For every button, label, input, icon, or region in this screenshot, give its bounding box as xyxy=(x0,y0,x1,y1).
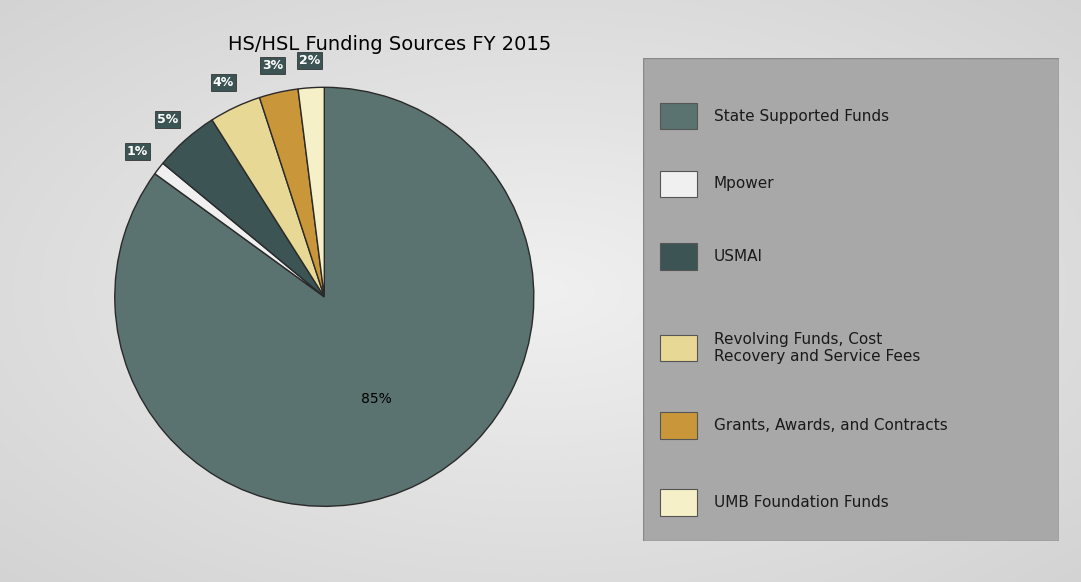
Ellipse shape xyxy=(162,87,919,495)
Bar xyxy=(659,243,697,269)
Ellipse shape xyxy=(216,116,865,466)
Ellipse shape xyxy=(365,197,717,386)
Text: Grants, Awards, and Contracts: Grants, Awards, and Contracts xyxy=(713,418,948,433)
Wedge shape xyxy=(212,98,324,297)
Ellipse shape xyxy=(351,189,730,393)
Ellipse shape xyxy=(513,276,568,306)
Ellipse shape xyxy=(270,146,811,436)
Text: 5%: 5% xyxy=(157,113,178,126)
Text: State Supported Funds: State Supported Funds xyxy=(713,109,889,123)
FancyBboxPatch shape xyxy=(643,58,1059,541)
Ellipse shape xyxy=(297,160,784,422)
Ellipse shape xyxy=(391,211,690,371)
Ellipse shape xyxy=(67,36,1014,546)
Text: 85%: 85% xyxy=(361,392,392,406)
Ellipse shape xyxy=(311,168,770,414)
Ellipse shape xyxy=(14,8,1068,574)
Ellipse shape xyxy=(148,80,933,502)
Text: Mpower: Mpower xyxy=(713,176,775,191)
Ellipse shape xyxy=(135,73,946,509)
Ellipse shape xyxy=(486,262,595,320)
Ellipse shape xyxy=(81,44,1000,538)
Bar xyxy=(659,171,697,197)
Ellipse shape xyxy=(256,139,825,443)
Bar xyxy=(659,489,697,516)
Ellipse shape xyxy=(175,94,906,488)
Ellipse shape xyxy=(378,204,703,378)
Ellipse shape xyxy=(27,15,1054,567)
Text: 1%: 1% xyxy=(126,146,148,158)
Text: 3%: 3% xyxy=(262,59,283,72)
Text: Revolving Funds, Cost
Recovery and Service Fees: Revolving Funds, Cost Recovery and Servi… xyxy=(713,332,920,364)
Bar xyxy=(659,412,697,439)
Ellipse shape xyxy=(405,218,676,364)
Ellipse shape xyxy=(432,233,649,349)
Ellipse shape xyxy=(528,284,555,298)
Ellipse shape xyxy=(459,247,622,335)
Bar xyxy=(659,103,697,129)
Ellipse shape xyxy=(108,58,973,524)
Ellipse shape xyxy=(203,109,878,473)
Text: 4%: 4% xyxy=(213,76,235,89)
Text: 2%: 2% xyxy=(298,54,320,67)
Ellipse shape xyxy=(446,240,636,342)
Ellipse shape xyxy=(499,269,582,313)
Wedge shape xyxy=(163,120,324,297)
Ellipse shape xyxy=(122,66,960,517)
Bar xyxy=(659,335,697,361)
Ellipse shape xyxy=(473,255,608,327)
Ellipse shape xyxy=(189,102,892,480)
Ellipse shape xyxy=(95,51,986,531)
Text: HS/HSL Funding Sources FY 2015: HS/HSL Funding Sources FY 2015 xyxy=(227,35,551,54)
Ellipse shape xyxy=(324,175,757,407)
Wedge shape xyxy=(155,164,324,297)
Ellipse shape xyxy=(337,182,744,400)
Ellipse shape xyxy=(419,225,662,356)
Text: USMAI: USMAI xyxy=(713,249,763,264)
Ellipse shape xyxy=(243,131,838,451)
Ellipse shape xyxy=(40,22,1041,560)
Ellipse shape xyxy=(283,152,798,430)
Wedge shape xyxy=(115,87,534,506)
Text: UMB Foundation Funds: UMB Foundation Funds xyxy=(713,495,889,510)
Wedge shape xyxy=(259,89,324,297)
